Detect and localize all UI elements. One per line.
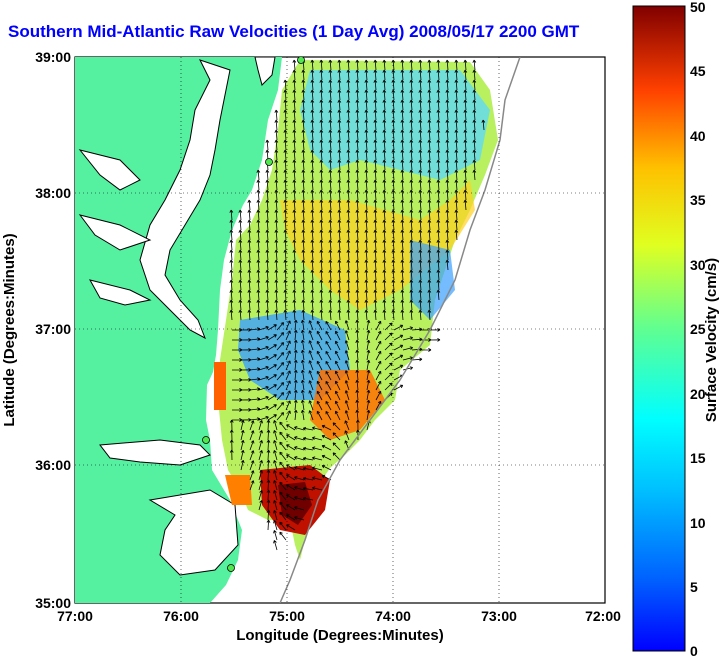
vector-arrows-path bbox=[229, 59, 486, 551]
colorbar-tick-label: 15 bbox=[690, 450, 706, 466]
station-4 bbox=[227, 564, 235, 572]
pamlico-sound bbox=[148, 489, 239, 576]
y-tick-label: 36:00 bbox=[35, 457, 71, 473]
orange-south-patch bbox=[225, 475, 252, 505]
x-tick-label: 72:00 bbox=[585, 608, 621, 624]
colorbar-tick-label: 35 bbox=[690, 192, 706, 208]
bay-inlet-3 bbox=[89, 279, 152, 306]
grid-lines bbox=[75, 57, 605, 603]
blue-patch-north bbox=[300, 70, 490, 180]
delaware-bay bbox=[254, 57, 276, 86]
colorbar-tick-label: 10 bbox=[690, 515, 706, 531]
colorbar-tick-label: 20 bbox=[690, 386, 706, 402]
bay-inlet-2 bbox=[78, 214, 152, 251]
colorbar-tick-label: 25 bbox=[690, 321, 706, 337]
x-tick-label: 73:00 bbox=[481, 608, 517, 624]
albemarle-sound bbox=[99, 439, 211, 466]
y-tick-label: 39:00 bbox=[35, 49, 71, 65]
colorbar bbox=[632, 5, 686, 652]
page-title: Southern Mid-Atlantic Raw Velocities (1 … bbox=[8, 22, 580, 41]
y-tick-label: 37:00 bbox=[35, 321, 71, 337]
x-tick-label: 74:00 bbox=[375, 608, 411, 624]
colorbar-tick-label: 30 bbox=[690, 257, 706, 273]
orange-coast-strip bbox=[214, 362, 226, 410]
land-mass bbox=[75, 57, 282, 603]
bay-inlet-1 bbox=[78, 149, 141, 191]
velocity-vectors bbox=[229, 59, 486, 551]
y-axis-label: Latitude (Degrees:Minutes) bbox=[1, 233, 18, 426]
x-tick-label: 75:00 bbox=[269, 608, 305, 624]
station-2 bbox=[265, 158, 273, 166]
colorbar-ticks: 0 5 10 15 20 25 30 35 40 45 50 bbox=[690, 0, 706, 659]
colorbar-tick-label: 45 bbox=[690, 63, 706, 79]
colorbar-tick-label: 40 bbox=[690, 128, 706, 144]
colorbar-label: Surface Velocity (cm/s) bbox=[703, 258, 720, 422]
y-tick-label: 35:00 bbox=[35, 595, 71, 611]
colorbar-tick-label: 0 bbox=[690, 643, 698, 659]
colorbar-tick-label: 5 bbox=[690, 579, 698, 595]
station-3 bbox=[202, 436, 210, 444]
colorbar-tick-label: 50 bbox=[690, 0, 706, 15]
y-tick-label: 38:00 bbox=[35, 185, 71, 201]
x-axis-label: Longitude (Degrees:Minutes) bbox=[236, 627, 444, 644]
station-1 bbox=[297, 57, 305, 64]
x-tick-label: 77:00 bbox=[57, 608, 93, 624]
shelf-contour bbox=[279, 57, 521, 603]
darkred-core bbox=[278, 482, 312, 525]
chesapeake-bay bbox=[139, 59, 231, 340]
blue-patch-east bbox=[410, 240, 455, 320]
x-tick-label: 76:00 bbox=[163, 608, 199, 624]
